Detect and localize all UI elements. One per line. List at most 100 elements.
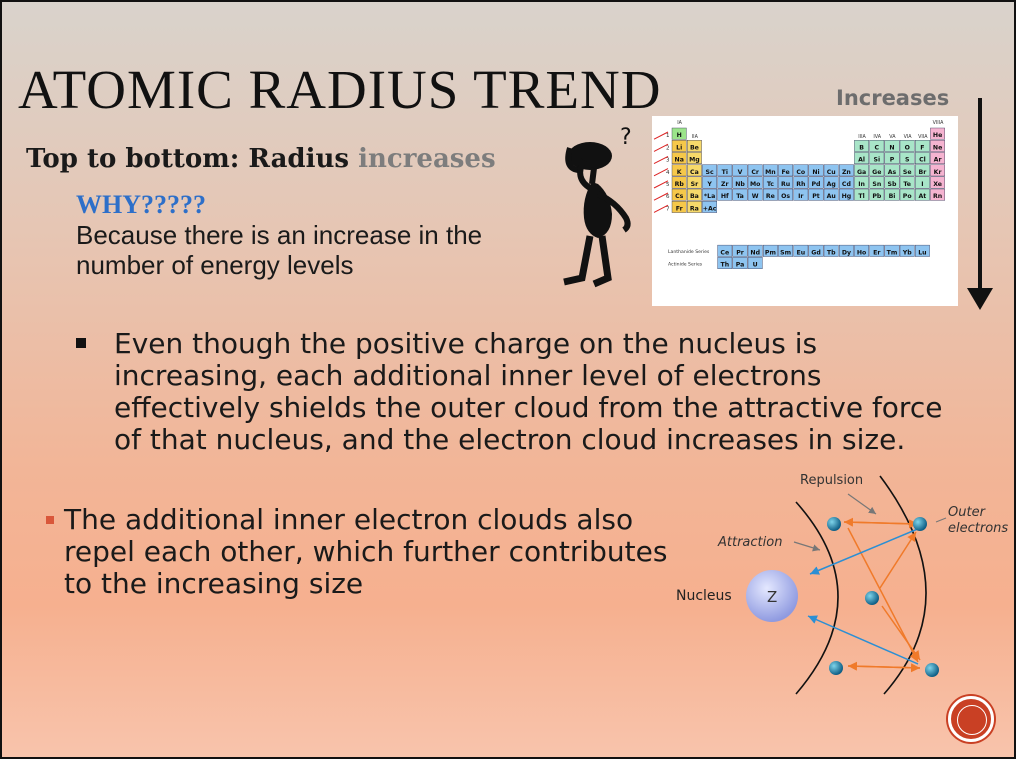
electron-icon bbox=[827, 517, 841, 531]
series-label: Actinide Series bbox=[668, 261, 703, 267]
element-cell bbox=[884, 188, 900, 201]
element-cell bbox=[732, 244, 748, 257]
thinking-figure-icon: ? bbox=[563, 125, 632, 288]
element-symbol: P bbox=[890, 157, 895, 164]
group-label: VIA bbox=[904, 134, 913, 140]
element-cell bbox=[915, 244, 930, 257]
element-symbol: Ge bbox=[872, 169, 881, 176]
period-label: 5 bbox=[666, 182, 670, 188]
period-marker bbox=[653, 155, 669, 165]
element-symbol: Zr bbox=[721, 181, 729, 188]
element-cell bbox=[778, 244, 794, 257]
element-cell bbox=[854, 140, 869, 152]
element-cell bbox=[702, 188, 718, 201]
period-marker bbox=[653, 168, 669, 177]
bullet-square-icon bbox=[76, 338, 86, 348]
increases-label: Increases bbox=[836, 86, 950, 110]
group-label: VIIA bbox=[918, 134, 928, 140]
element-symbol: C bbox=[875, 144, 880, 151]
element-symbol: Ta bbox=[736, 193, 744, 200]
element-symbol: Pb bbox=[872, 193, 882, 200]
element-cell bbox=[762, 188, 778, 201]
element-symbol: B bbox=[859, 144, 864, 151]
period-label: 1 bbox=[666, 133, 670, 139]
element-symbol: Ni bbox=[812, 169, 819, 176]
element-cell bbox=[838, 164, 854, 177]
element-symbol: Ba bbox=[690, 193, 699, 200]
element-symbol: F bbox=[920, 144, 924, 151]
period-marker bbox=[653, 143, 669, 152]
element-cell bbox=[762, 244, 778, 257]
element-cell bbox=[823, 188, 839, 201]
attraction-label: Attraction bbox=[717, 535, 782, 550]
element-symbol: Tb bbox=[827, 249, 836, 256]
element-cell bbox=[899, 140, 915, 152]
element-symbol: Cd bbox=[842, 181, 851, 188]
element-cell bbox=[854, 164, 869, 177]
element-symbol: Hg bbox=[842, 193, 852, 200]
element-symbol: Br bbox=[919, 169, 928, 176]
element-symbol: Cl bbox=[919, 157, 926, 164]
element-symbol: Sc bbox=[706, 169, 714, 176]
element-symbol: Dy bbox=[842, 249, 851, 256]
element-cell bbox=[899, 152, 915, 165]
element-cell bbox=[702, 164, 718, 177]
element-symbol: Sr bbox=[691, 181, 699, 188]
element-symbol: Pa bbox=[736, 262, 745, 269]
element-symbol: Ru bbox=[781, 181, 790, 188]
element-symbol: As bbox=[888, 169, 897, 176]
element-cell bbox=[869, 152, 885, 165]
element-symbol: N bbox=[889, 144, 894, 151]
element-symbol: Eu bbox=[796, 249, 805, 256]
element-cell bbox=[899, 164, 915, 177]
element-symbol: Pd bbox=[812, 181, 821, 188]
element-symbol: Ar bbox=[934, 157, 943, 164]
element-cell bbox=[793, 164, 809, 177]
element-symbol: Cr bbox=[751, 169, 760, 176]
element-cell bbox=[838, 244, 854, 257]
element-symbol: Mn bbox=[765, 169, 776, 176]
bullet-shielding-text: Even though the positive charge on the n… bbox=[114, 327, 943, 456]
element-cell bbox=[671, 152, 687, 165]
element-symbol: Ho bbox=[857, 249, 866, 256]
element-symbol: Zn bbox=[842, 169, 851, 176]
element-symbol: S bbox=[905, 157, 909, 164]
element-symbol: +Ac bbox=[703, 205, 717, 212]
element-symbol: Mo bbox=[750, 181, 760, 188]
electron-icon bbox=[925, 663, 939, 677]
repulsion-label: Repulsion bbox=[800, 473, 863, 488]
element-cell bbox=[808, 188, 824, 201]
element-cell bbox=[717, 164, 733, 177]
series-label: Lanthanide Series bbox=[668, 249, 710, 255]
element-cell bbox=[671, 140, 687, 152]
subheading-prefix: Top to bottom: Radius bbox=[26, 144, 359, 174]
element-cell bbox=[778, 164, 794, 177]
element-cell bbox=[808, 244, 824, 257]
element-symbol: Li bbox=[676, 144, 682, 151]
element-symbol: In bbox=[858, 181, 865, 188]
element-cell bbox=[915, 176, 930, 189]
group-label: IA bbox=[677, 120, 682, 126]
period-marker bbox=[653, 204, 669, 213]
element-symbol: Rb bbox=[675, 181, 685, 188]
element-cell bbox=[869, 164, 885, 177]
element-symbol: Gd bbox=[811, 249, 821, 256]
element-cell bbox=[930, 127, 945, 140]
group-label: IIA bbox=[692, 134, 699, 140]
element-cell bbox=[930, 188, 945, 201]
element-cell bbox=[823, 244, 839, 257]
element-symbol: Nb bbox=[735, 181, 745, 188]
element-cell bbox=[747, 164, 763, 177]
element-cell bbox=[687, 152, 702, 165]
element-cell bbox=[732, 188, 748, 201]
element-cell bbox=[671, 200, 687, 213]
element-symbol: K bbox=[677, 169, 682, 176]
element-symbol: Pt bbox=[812, 193, 820, 200]
group-label: VIIIA bbox=[933, 120, 945, 126]
slide-nav-button[interactable] bbox=[948, 696, 994, 742]
slide-title: ATOMIC RADIUS TREND bbox=[18, 59, 662, 120]
period-label: 2 bbox=[666, 145, 670, 151]
element-symbol: Ce bbox=[720, 249, 729, 256]
element-cell bbox=[702, 176, 718, 189]
element-cell bbox=[732, 164, 748, 177]
